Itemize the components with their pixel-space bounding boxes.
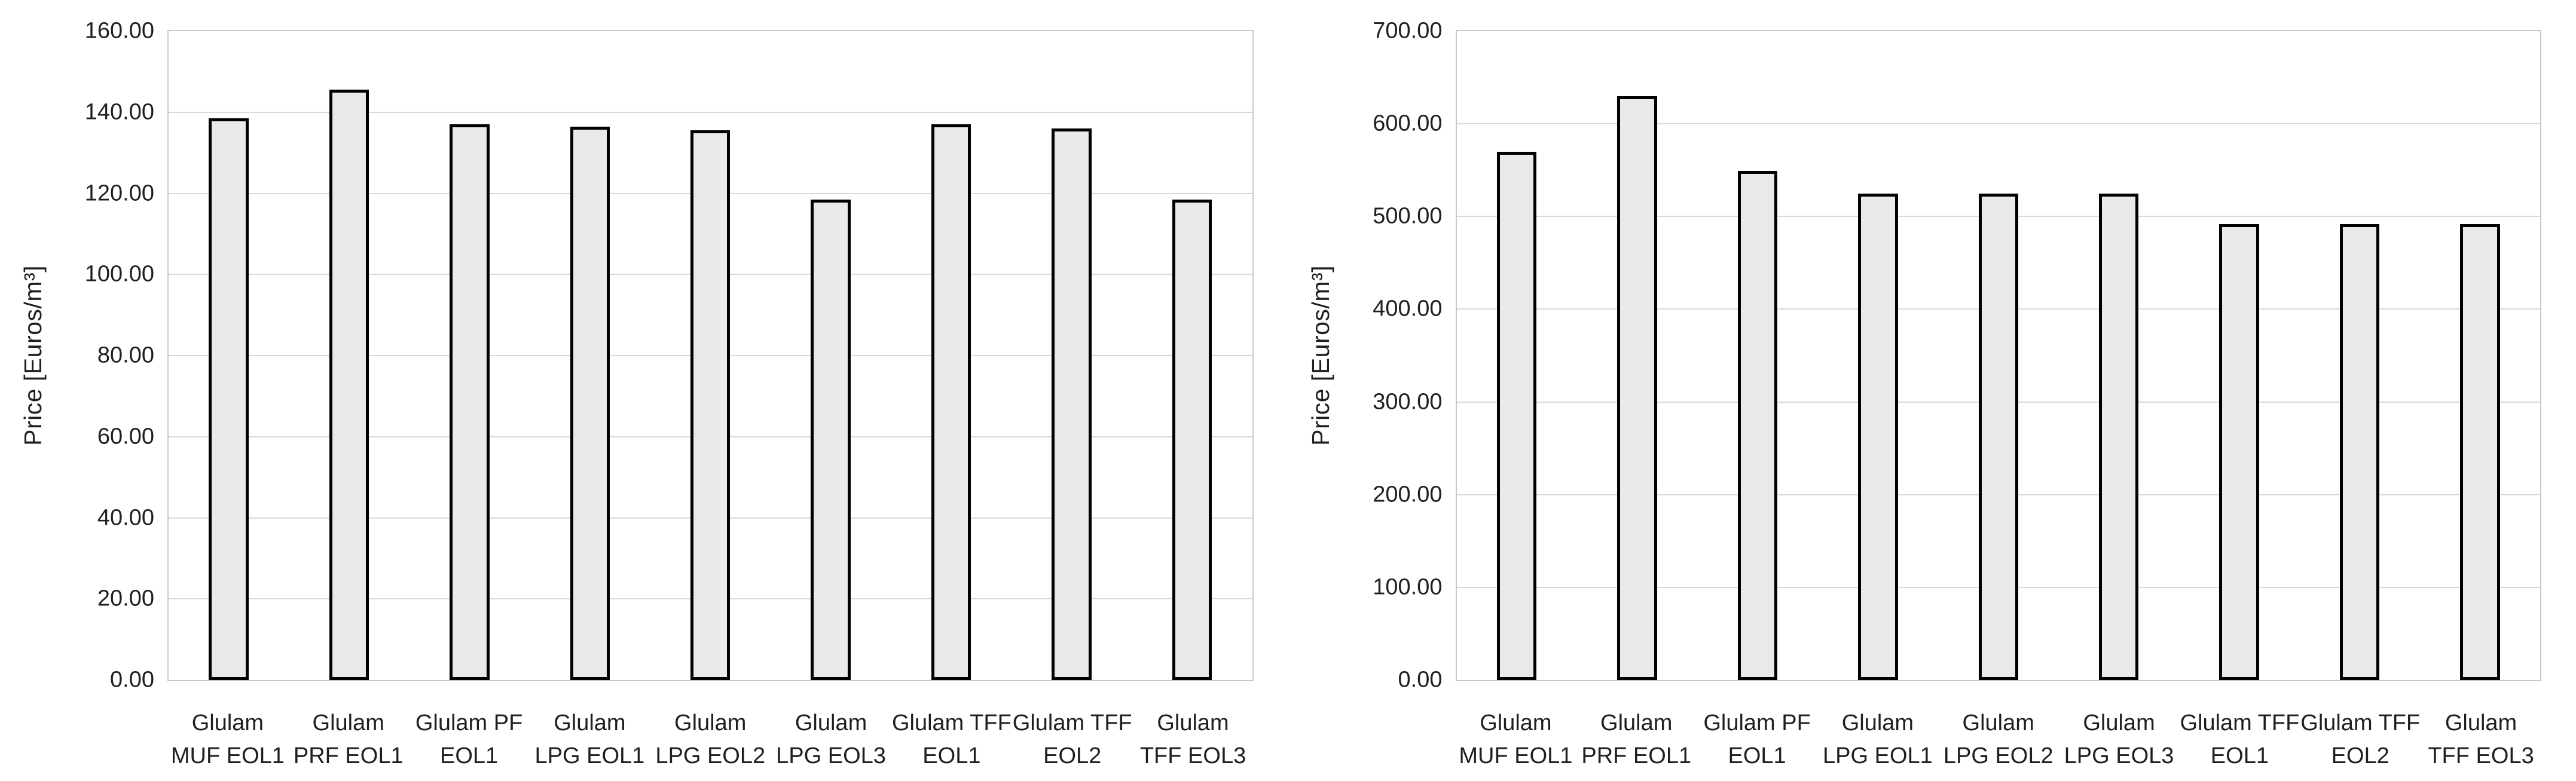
- right-x-axis-labels: Glulam MUF EOL1 Glulam PRF EOL1 Glulam P…: [1456, 707, 2542, 773]
- bar-glulam-lpg-eol3: [811, 199, 851, 680]
- y-tick-label: 40.00: [97, 505, 154, 530]
- bar-series: [169, 31, 1252, 680]
- right-y-axis-title: Price [Euros/m³]: [1307, 265, 1334, 446]
- x-category-label: Glulam PF EOL1: [415, 710, 523, 769]
- y-tick-label: 0.00: [1398, 667, 1443, 693]
- bar-glulam-pf-eol1: [1737, 171, 1778, 680]
- bar-glulam-muf-eol1: [1496, 151, 1537, 680]
- bar-glulam-tff-eol1: [2219, 223, 2259, 680]
- y-tick-label: 500.00: [1373, 203, 1443, 229]
- x-category-label: Glulam TFF EOL3: [1139, 710, 1246, 769]
- bar-series: [1457, 31, 2541, 680]
- bar-glulam-lpg-eol1: [1858, 193, 1898, 680]
- y-tick-label: 600.00: [1373, 111, 1443, 136]
- y-tick-label: 100.00: [84, 261, 154, 287]
- gridline: [1456, 123, 2540, 125]
- y-tick-label: 100.00: [1373, 574, 1443, 600]
- y-tick-label: 80.00: [97, 342, 154, 368]
- x-category-label: Glulam LPG EOL3: [776, 710, 886, 769]
- left-plot-area: 160.00 140.00 120.00 100.00 80.00 60.00 …: [85, 19, 1254, 693]
- x-category-label: Glulam LPG EOL1: [534, 710, 645, 769]
- y-tick-label: 160.00: [84, 18, 154, 44]
- gridline: [169, 111, 1252, 113]
- right-y-axis-title-wrap: Price [Euros/m³]: [1300, 30, 1342, 681]
- right-plot-area: 700.00 600.00 500.00 400.00 300.00 200.0…: [1373, 19, 2541, 693]
- left-x-axis-labels: Glulam MUF EOL1 Glulam PRF EOL1 Glulam P…: [167, 707, 1254, 773]
- x-category-label: Glulam MUF EOL1: [170, 710, 285, 769]
- bar-glulam-lpg-eol2: [1978, 193, 2018, 680]
- y-tick-label: 0.00: [110, 667, 154, 693]
- x-category-label: Glulam PRF EOL1: [293, 710, 404, 769]
- x-category-label: Glulam TFF EOL3: [2428, 710, 2534, 769]
- left-y-axis-title: Price [Euros/m³]: [19, 265, 47, 446]
- x-category-label: Glulam PRF EOL1: [1581, 710, 1692, 769]
- x-category-label: Glulam TFF EOL2: [1012, 710, 1132, 769]
- bar-glulam-prf-eol1: [1617, 96, 1657, 680]
- x-category-label: Glulam TFF EOL1: [2180, 710, 2300, 769]
- bar-glulam-tff-eol3: [1172, 199, 1212, 680]
- bar-glulam-tff-eol3: [2460, 223, 2500, 680]
- x-category-label: Glulam PF EOL1: [1703, 710, 1811, 769]
- bar-glulam-lpg-eol1: [570, 126, 610, 680]
- bar-glulam-tff-eol2: [1052, 128, 1092, 680]
- y-tick-label: 200.00: [1373, 482, 1443, 507]
- x-category-label: Glulam MUF EOL1: [1459, 710, 1573, 769]
- left-price-bar-chart: Price [Euros/m³] 160.00 140.00 120.00 10…: [12, 19, 1254, 773]
- x-category-label: Glulam TFF EOL1: [891, 710, 1012, 769]
- bar-glulam-lpg-eol2: [690, 130, 731, 680]
- bar-glulam-muf-eol1: [209, 118, 249, 680]
- x-category-label: Glulam LPG EOL3: [2064, 710, 2174, 769]
- bar-glulam-tff-eol2: [2339, 223, 2380, 680]
- right-price-bar-chart: Price [Euros/m³] 700.00 600.00 500.00 40…: [1288, 0, 2576, 781]
- x-category-label: Glulam LPG EOL2: [655, 710, 766, 769]
- y-tick-label: 60.00: [97, 424, 154, 449]
- y-tick-label: 400.00: [1373, 296, 1443, 321]
- y-tick-label: 120.00: [84, 180, 154, 206]
- y-tick-label: 300.00: [1373, 389, 1443, 415]
- y-tick-label: 140.00: [84, 99, 154, 125]
- bar-glulam-tff-eol1: [931, 124, 971, 680]
- x-category-label: Glulam TFF EOL2: [2300, 710, 2421, 769]
- bar-glulam-lpg-eol3: [2098, 193, 2139, 680]
- bar-glulam-pf-eol1: [450, 124, 490, 680]
- left-y-axis-title-wrap: Price [Euros/m³]: [12, 30, 54, 681]
- bar-glulam-prf-eol1: [329, 90, 369, 680]
- x-category-label: Glulam LPG EOL2: [1943, 710, 2054, 769]
- x-category-label: Glulam LPG EOL1: [1823, 710, 1933, 769]
- y-tick-label: 700.00: [1373, 18, 1443, 44]
- y-tick-label: 20.00: [97, 586, 154, 611]
